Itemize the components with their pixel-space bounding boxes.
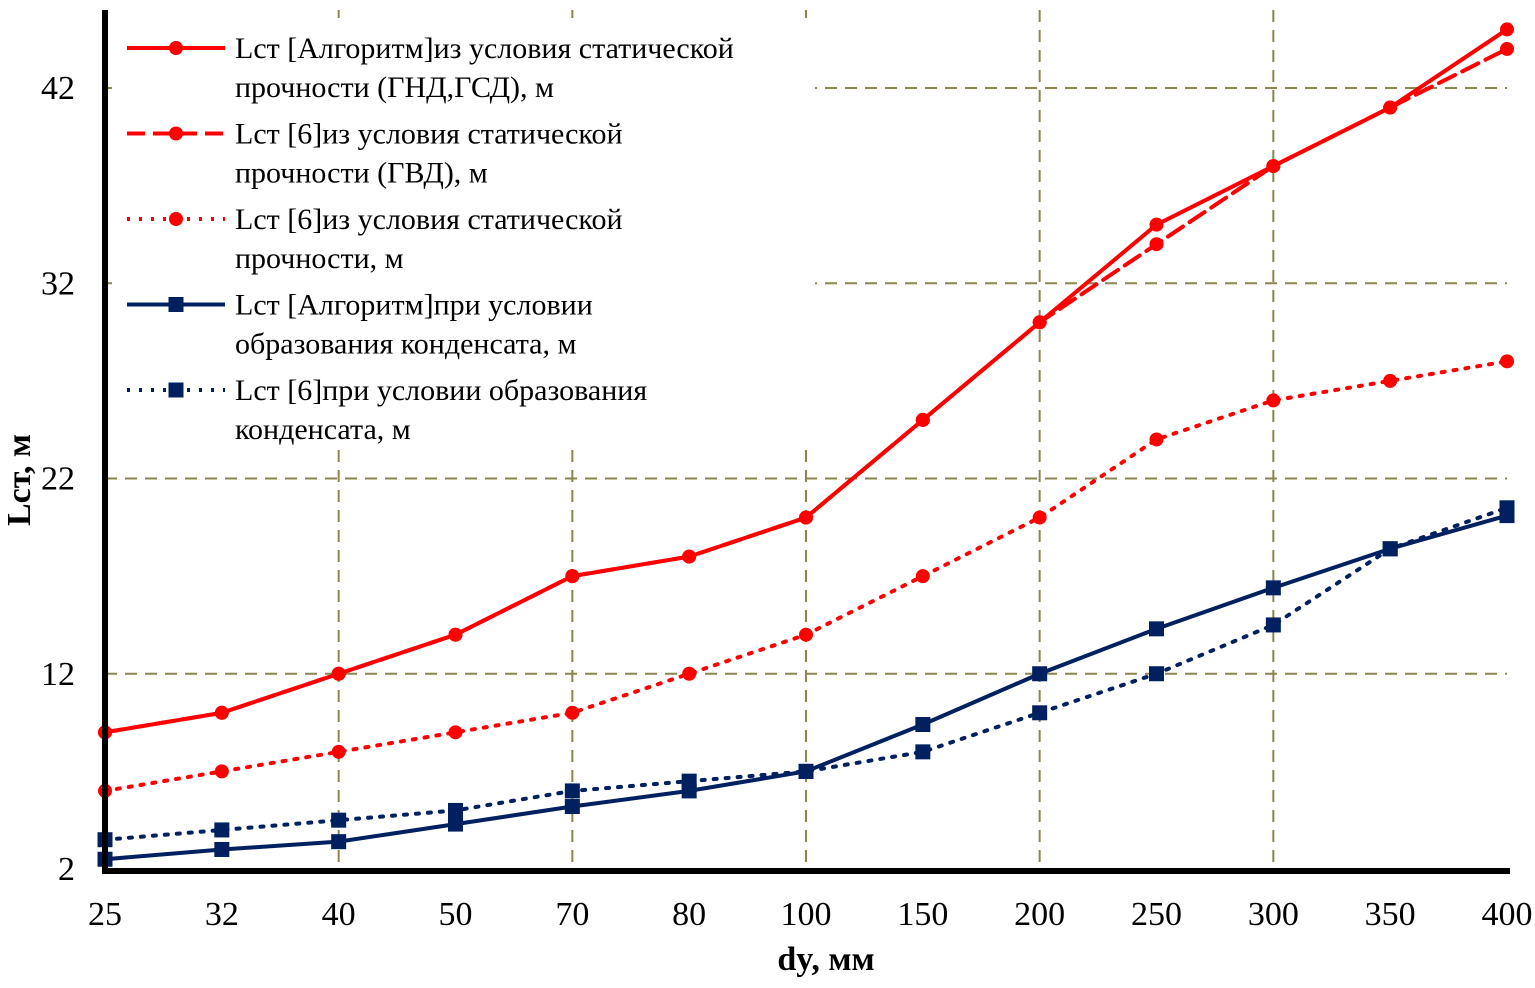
- data-point: [1500, 41, 1514, 56]
- data-point: [1499, 500, 1515, 516]
- legend-item: Lст [6]из условия статической прочности, …: [127, 203, 623, 275]
- tick-labels: 25 32 40 50 70 80 100 150 200 250 300 350 400 2 12 22 32…: [41, 70, 1533, 933]
- series-2: [98, 41, 1514, 740]
- legend-label: прочности, м: [235, 242, 404, 275]
- series-3: [98, 354, 1514, 798]
- legend-label: Lст [6]из условия статической: [235, 118, 623, 151]
- data-point: [1032, 315, 1047, 330]
- data-point: [331, 666, 346, 681]
- x-tick-label: 40: [322, 896, 356, 933]
- y-tick-label: 32: [41, 265, 75, 302]
- legend-label: Lст [6]при условии образования: [235, 374, 647, 407]
- data-point: [1149, 217, 1164, 232]
- legend-marker: [169, 126, 183, 141]
- legend-label: образования конденсата, м: [235, 328, 577, 361]
- data-point: [448, 816, 463, 832]
- series-line: [103, 513, 1509, 862]
- data-point: [214, 705, 229, 720]
- data-point: [214, 764, 229, 779]
- x-tick-label: 150: [897, 896, 948, 933]
- data-point: [1149, 237, 1164, 252]
- data-point: [331, 812, 347, 828]
- series-5: [97, 500, 1515, 848]
- data-point: [799, 627, 813, 642]
- data-point: [1382, 541, 1398, 557]
- x-tick-label: 25: [88, 896, 122, 933]
- x-tick-label: 250: [1131, 896, 1182, 933]
- legend-label: прочности (ГНД,ГСД), м: [235, 71, 554, 104]
- data-point: [1032, 705, 1048, 721]
- data-point: [564, 783, 580, 799]
- data-point: [214, 822, 230, 838]
- legend-marker: [169, 212, 183, 226]
- legend-background: [112, 18, 815, 450]
- data-point: [1500, 22, 1514, 37]
- data-point: [1266, 393, 1281, 408]
- data-point: [331, 744, 346, 759]
- data-point: [682, 549, 697, 564]
- data-point: [565, 569, 580, 584]
- legend-marker: [169, 41, 183, 55]
- legend-marker: [168, 382, 184, 398]
- x-tick-label: 80: [672, 896, 706, 933]
- data-point: [682, 666, 697, 681]
- data-point: [564, 799, 580, 815]
- legend-label: Lст [Алгоритм]при условии: [235, 289, 593, 322]
- legend-label: конденсата, м: [235, 413, 411, 446]
- data-point: [1500, 354, 1514, 369]
- legend-label: прочности (ГВД), м: [235, 157, 488, 190]
- data-point: [915, 412, 930, 427]
- x-tick-label: 100: [781, 896, 832, 933]
- legend-item: Lст [Алгоритм]при условии образования кон…: [127, 289, 593, 361]
- x-tick-label: 50: [439, 896, 473, 933]
- data-point: [1032, 510, 1047, 525]
- legend-label: Lст [Алгоритм]из условия статической: [235, 32, 734, 65]
- data-point: [1149, 432, 1164, 447]
- data-point: [1265, 617, 1281, 633]
- x-tick-label: 200: [1014, 896, 1065, 933]
- legend-marker: [168, 297, 184, 312]
- series-layer: [97, 22, 1515, 867]
- y-tick-label: 12: [41, 656, 75, 693]
- y-tick-label: 2: [58, 851, 75, 888]
- data-point: [915, 569, 930, 584]
- legend-item: Lст [6]из условия статической прочности (…: [127, 118, 623, 190]
- legend-item: Lст [6]при условии образования конденсата…: [127, 374, 647, 446]
- data-point: [1149, 621, 1164, 637]
- x-tick-label: 400: [1482, 896, 1533, 933]
- data-point: [1266, 159, 1281, 174]
- y-tick-label: 22: [41, 461, 75, 498]
- data-point: [1149, 666, 1164, 682]
- data-point: [915, 744, 931, 760]
- y-tick-label: 42: [41, 70, 75, 107]
- legend: Lст [Алгоритм]из условия статической проч…: [112, 18, 815, 450]
- x-axis-label: dy, мм: [777, 941, 874, 978]
- data-point: [1383, 100, 1398, 115]
- data-point: [448, 802, 463, 818]
- data-point: [1032, 666, 1048, 682]
- x-tick-label: 70: [555, 896, 589, 933]
- x-tick-label: 32: [205, 896, 239, 933]
- x-tick-label: 300: [1248, 896, 1299, 933]
- data-point: [448, 627, 463, 642]
- data-point: [799, 510, 813, 525]
- axes: [102, 10, 1510, 874]
- data-point: [565, 705, 580, 720]
- legend-item: Lст [Алгоритм]из условия статической проч…: [127, 32, 734, 104]
- x-tick-label: 350: [1365, 896, 1416, 933]
- data-point: [331, 834, 347, 850]
- data-point: [681, 773, 697, 789]
- data-point: [1265, 580, 1281, 596]
- legend-label: Lст [6]из условия статической: [235, 203, 623, 236]
- data-point: [448, 725, 463, 740]
- y-axis-label: Lст, м: [1, 434, 38, 526]
- data-point: [214, 841, 230, 857]
- data-point: [798, 763, 814, 779]
- data-point: [915, 717, 931, 733]
- data-point: [1383, 373, 1398, 388]
